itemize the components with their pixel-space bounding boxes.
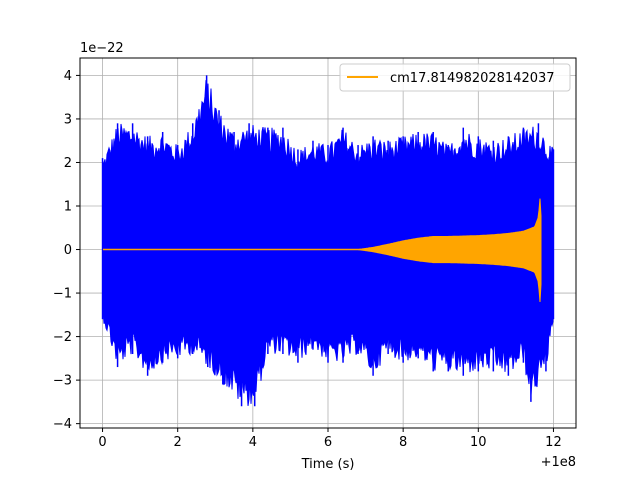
- y-tick-label: 1: [64, 200, 72, 215]
- y-tick-label: −4: [53, 417, 72, 432]
- y-tick-label: 3: [64, 112, 72, 127]
- x-tick-label: 2: [174, 435, 182, 450]
- x-tick-label: 8: [399, 435, 407, 450]
- x-tick-label: 12: [545, 435, 562, 450]
- y-tick-label: −1: [53, 287, 72, 302]
- legend: cm17.814982028142037: [339, 63, 571, 92]
- series-0: [101, 75, 555, 407]
- legend-label: cm17.814982028142037: [390, 71, 555, 86]
- x-tick-label: 10: [470, 435, 487, 450]
- series-layer: [101, 75, 555, 407]
- x-offset-label: +1e8: [541, 455, 576, 470]
- x-tick-label: 0: [98, 435, 106, 450]
- x-tick-label: 6: [324, 435, 332, 450]
- y-tick-label: 0: [64, 243, 72, 258]
- legend-box: [339, 63, 571, 92]
- series-1: [103, 198, 542, 303]
- y-tick-label: −3: [53, 374, 72, 389]
- y-tick-label: 2: [64, 156, 72, 171]
- y-tick-label: −2: [53, 330, 72, 345]
- x-axis-label: Time (s): [301, 457, 355, 472]
- y-scale-label: 1e−22: [80, 41, 124, 56]
- x-tick-label: 4: [249, 435, 257, 450]
- y-tick-label: 4: [64, 69, 72, 84]
